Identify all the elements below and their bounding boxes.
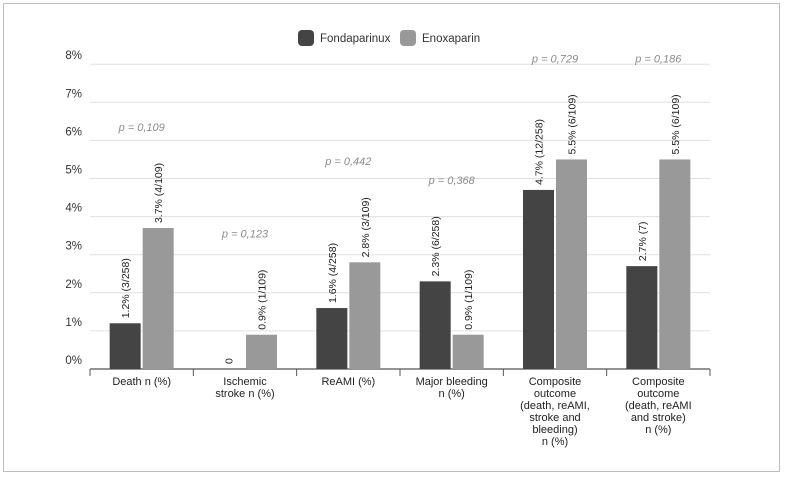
category-label-line: (death, reAMI,: [520, 400, 590, 412]
bar-enoxaparin: [142, 228, 174, 369]
bar-enoxaparin: [659, 159, 691, 369]
bar-fondaparinux: [626, 266, 658, 369]
category-label-line: n (%): [645, 424, 671, 436]
legend-swatch-fondaparinux: [298, 30, 314, 46]
bar-enoxaparin: [452, 334, 484, 369]
legend-label: Fondaparinux: [320, 33, 391, 45]
data-label: 4.7% (12/258): [534, 119, 546, 185]
category-label-line: bleeding): [532, 424, 577, 436]
p-value-label: p = 0,109: [118, 122, 165, 134]
data-label: 0.9% (1/109): [463, 270, 475, 330]
category-label-line: Composite: [632, 376, 685, 388]
category-label-line: outcome: [637, 388, 679, 400]
category-label-line: n (%): [439, 388, 465, 400]
data-label: 1.6% (4/258): [327, 243, 339, 303]
chart-frame: [3, 3, 780, 472]
category-label: Death n (%): [112, 376, 171, 388]
y-tick-label: 0%: [65, 355, 82, 367]
y-tick-label: 6%: [65, 126, 82, 138]
bar-enoxaparin: [246, 334, 277, 369]
category-label-line: stroke n (%): [215, 388, 274, 400]
data-label: 2.3% (6/258): [430, 216, 442, 276]
category-label-line: outcome: [534, 388, 576, 400]
category-label-line: ReAMI (%): [321, 376, 375, 388]
y-tick-label: 8%: [65, 50, 82, 62]
category-label-line: (death, reAMI: [625, 400, 692, 412]
category-label-line: stroke and: [529, 412, 580, 424]
category-label-line: Death n (%): [112, 376, 171, 388]
legend-swatch-enoxaparin: [400, 30, 416, 46]
category-label-line: and stroke): [631, 412, 686, 424]
bar-fondaparinux: [523, 189, 554, 369]
y-tick-label: 7%: [65, 88, 82, 100]
legend-label: Enoxaparin: [422, 33, 480, 45]
bar-enoxaparin: [556, 159, 587, 369]
data-label: 1.2% (3/258): [120, 258, 132, 318]
y-tick-label: 4%: [65, 203, 82, 215]
p-value-label: p = 0,729: [531, 53, 578, 65]
y-tick-label: 5%: [65, 165, 82, 177]
data-label: 0.9% (1/109): [257, 270, 269, 330]
category-label: Major bleeding n (%): [416, 376, 488, 400]
category-label-line: n (%): [542, 436, 568, 448]
data-label: 0: [224, 358, 236, 364]
bar-enoxaparin: [349, 262, 381, 369]
y-tick-label: 2%: [65, 279, 82, 291]
category-label-line: Major bleeding: [416, 376, 488, 388]
p-value-label: p = 0,123: [221, 229, 269, 241]
bar-fondaparinux: [316, 308, 348, 369]
category-label-line: Composite: [529, 376, 582, 388]
p-value-label: p = 0,368: [428, 175, 476, 187]
p-value-label: p = 0,186: [634, 53, 682, 65]
category-label: Ischemic stroke n (%): [215, 376, 274, 400]
category-label: Composite outcome (death, reAMI and stroke)…: [625, 376, 692, 436]
y-tick-label: 3%: [65, 241, 82, 253]
category-label: ReAMI (%): [321, 376, 375, 388]
data-label: 5.5% (6/109): [670, 94, 682, 154]
bar-fondaparinux: [109, 323, 141, 369]
bar-fondaparinux: [419, 281, 451, 369]
data-label: 2.8% (3/109): [360, 197, 372, 257]
data-label: 5.5% (6/109): [567, 94, 579, 154]
y-tick-label: 1%: [65, 317, 82, 329]
category-label-line: Ischemic: [223, 376, 267, 388]
p-value-label: p = 0,442: [324, 156, 371, 168]
data-label: 3.7% (4/109): [153, 163, 165, 223]
data-label: 2.7% (7): [637, 221, 649, 261]
category-label: Composite outcome (death, reAMI, stroke and…: [520, 376, 590, 448]
